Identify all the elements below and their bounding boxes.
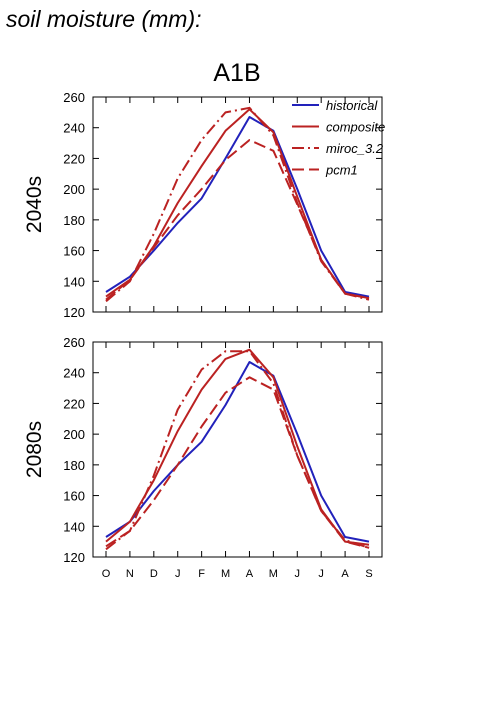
- chart-panel-2040s: 2040s 120 140 160 180 200 220 240 260 historical c…: [23, 90, 385, 320]
- month-tick-label: M: [221, 568, 230, 580]
- y-tick-label: 120: [63, 305, 85, 320]
- y-tick-label: 240: [63, 121, 85, 136]
- y-tick-label: 220: [63, 396, 85, 411]
- row-label: 2080s: [23, 421, 46, 478]
- figure-header-title: soil moisture (mm):: [6, 6, 202, 32]
- month-tick-label: A: [341, 568, 349, 580]
- chart-panel-2080s: 2080s 120 140 160 180 200 220 240 260 O N D J F M A M J J A…: [23, 335, 383, 580]
- y-tick-label: 140: [63, 519, 85, 534]
- series-line-pcm1: [105, 139, 370, 301]
- scenario-title: A1B: [213, 59, 260, 87]
- y-tick-label: 240: [63, 366, 85, 381]
- month-tick-label: D: [150, 568, 158, 580]
- series-line-miroc_3.2: [105, 350, 370, 551]
- y-tick-label: 140: [63, 274, 85, 289]
- legend-label-composite: composite: [326, 120, 385, 135]
- series-line-pcm1: [105, 376, 370, 549]
- y-tick-label: 260: [63, 335, 85, 350]
- legend-label-miroc_3.2: miroc_3.2: [326, 141, 384, 156]
- month-tick-label: J: [318, 568, 324, 580]
- month-tick-label: S: [365, 568, 372, 580]
- y-tick-label: 180: [63, 458, 85, 473]
- y-tick-label: 200: [63, 427, 85, 442]
- y-tick-label: 260: [63, 90, 85, 105]
- legend-label-historical: historical: [326, 98, 378, 113]
- month-tick-label: F: [198, 568, 205, 580]
- series-line-historical: [105, 116, 370, 298]
- legend-label-pcm1: pcm1: [325, 163, 358, 178]
- month-tick-label: J: [295, 568, 301, 580]
- series-line-historical: [105, 361, 370, 543]
- month-tick-label: M: [269, 568, 278, 580]
- y-tick-label: 160: [63, 489, 85, 504]
- y-tick-label: 160: [63, 244, 85, 259]
- chart-panels: 2040s 120 140 160 180 200 220 240 260 historical c…: [23, 90, 385, 580]
- y-tick-label: 120: [63, 550, 85, 565]
- y-tick-label: 220: [63, 151, 85, 166]
- plot-frame: [92, 341, 383, 558]
- series-line-composite: [105, 348, 370, 546]
- month-tick-label: O: [102, 568, 111, 580]
- plot-frame: [92, 96, 383, 313]
- month-tick-label: J: [175, 568, 181, 580]
- month-tick-label: A: [246, 568, 254, 580]
- month-tick-label: N: [126, 568, 134, 580]
- y-tick-label: 180: [63, 213, 85, 228]
- row-label: 2040s: [23, 176, 46, 233]
- y-tick-label: 200: [63, 182, 85, 197]
